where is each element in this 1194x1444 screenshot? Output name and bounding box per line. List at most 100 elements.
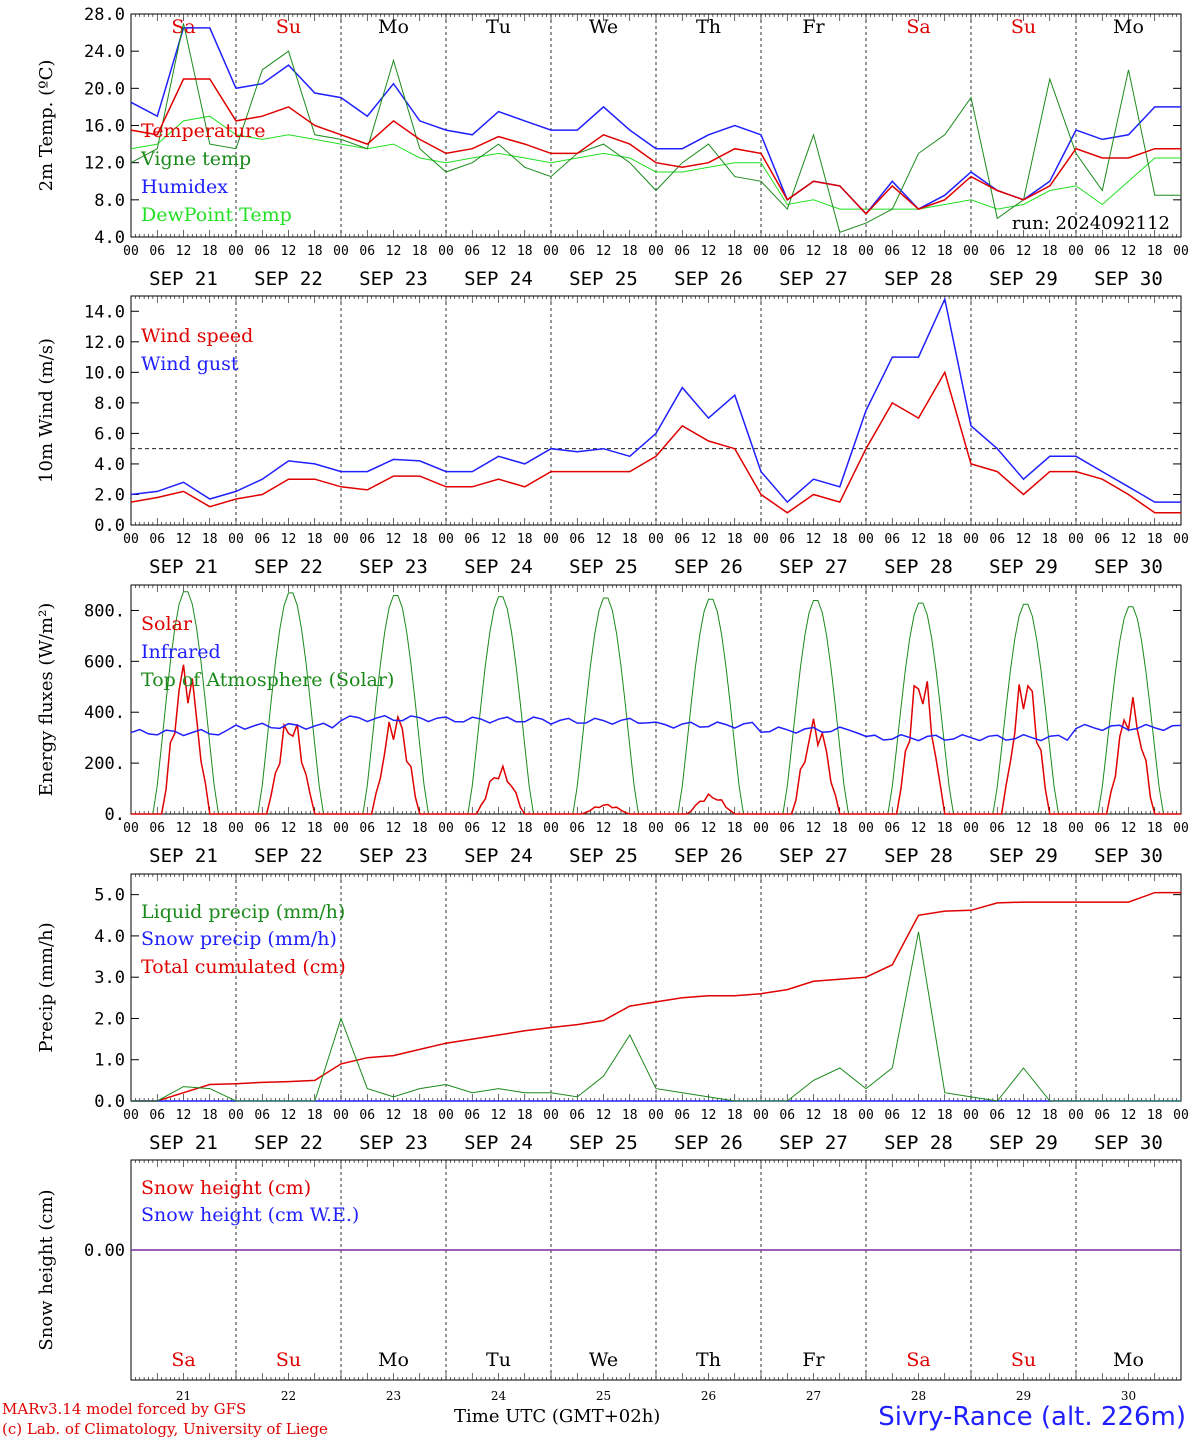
day-number-label: 25 bbox=[596, 1389, 611, 1403]
weekday-label: We bbox=[589, 1349, 618, 1371]
hour-tick-label: 00 bbox=[648, 821, 664, 836]
y-tick-label: 4.0 bbox=[94, 927, 125, 947]
hour-tick-label: 12 bbox=[491, 244, 507, 259]
legend-label: Liquid precip (mm/h) bbox=[141, 901, 345, 923]
hour-tick-label: 12 bbox=[1016, 1108, 1032, 1123]
legend-label: Top of Atmosphere (Solar) bbox=[141, 669, 394, 691]
date-label: SEP 21 bbox=[149, 845, 218, 867]
hour-tick-label: 00 bbox=[1068, 532, 1084, 547]
hour-tick-label: 18 bbox=[832, 532, 848, 547]
hour-tick-label: 06 bbox=[1094, 821, 1110, 836]
weekday-label: Mo bbox=[378, 16, 409, 38]
hour-tick-label: 00 bbox=[333, 1108, 349, 1123]
hour-tick-label: 00 bbox=[438, 532, 454, 547]
hour-tick-label: 00 bbox=[1173, 244, 1189, 259]
hour-tick-label: 06 bbox=[674, 532, 690, 547]
hour-tick-label: 06 bbox=[884, 1108, 900, 1123]
hour-tick-label: 12 bbox=[281, 1108, 297, 1123]
y-tick-label: 6.0 bbox=[94, 424, 125, 444]
hour-tick-label: 06 bbox=[359, 821, 375, 836]
day-number-label: 29 bbox=[1016, 1389, 1031, 1403]
hour-tick-label: 18 bbox=[622, 1108, 638, 1123]
hour-tick-label: 12 bbox=[176, 821, 192, 836]
hour-tick-label: 18 bbox=[202, 821, 218, 836]
series-line bbox=[130, 115, 1181, 210]
date-label: SEP 29 bbox=[989, 1132, 1058, 1154]
hour-tick-label: 12 bbox=[806, 821, 822, 836]
hour-tick-label: 06 bbox=[149, 244, 165, 259]
y-tick-label: 1.0 bbox=[94, 1051, 125, 1071]
date-label: SEP 23 bbox=[359, 268, 428, 290]
y-axis-label: Precip (mm/h) bbox=[36, 922, 57, 1052]
hour-tick-label: 12 bbox=[1016, 244, 1032, 259]
date-label: SEP 29 bbox=[989, 556, 1058, 578]
hour-tick-label: 12 bbox=[386, 1108, 402, 1123]
hour-tick-label: 00 bbox=[228, 532, 244, 547]
date-label: SEP 24 bbox=[464, 1132, 533, 1154]
hour-tick-label: 00 bbox=[123, 244, 139, 259]
hour-tick-label: 18 bbox=[412, 244, 428, 259]
date-label: SEP 24 bbox=[464, 556, 533, 578]
weekday-label: Su bbox=[276, 16, 301, 38]
hour-tick-label: 12 bbox=[1121, 532, 1137, 547]
weekday-label: Sa bbox=[906, 1349, 930, 1371]
y-axis-label: Snow height (cm) bbox=[36, 1189, 57, 1350]
hour-tick-label: 00 bbox=[1068, 244, 1084, 259]
hour-tick-label: 06 bbox=[569, 821, 585, 836]
hour-tick-label: 18 bbox=[517, 532, 533, 547]
hour-tick-label: 18 bbox=[937, 244, 953, 259]
hour-tick-label: 00 bbox=[123, 821, 139, 836]
date-label: SEP 30 bbox=[1094, 1132, 1163, 1154]
hour-tick-label: 12 bbox=[386, 244, 402, 259]
y-tick-label: 16.0 bbox=[84, 117, 125, 137]
hour-tick-label: 12 bbox=[386, 532, 402, 547]
y-tick-label: 28.0 bbox=[84, 5, 125, 25]
hour-tick-label: 18 bbox=[832, 821, 848, 836]
day-number-label: 26 bbox=[701, 1389, 716, 1403]
hour-tick-label: 18 bbox=[622, 244, 638, 259]
y-tick-label: 4.0 bbox=[94, 228, 125, 248]
y-tick-label: 0. bbox=[105, 805, 125, 825]
hour-tick-label: 12 bbox=[596, 244, 612, 259]
y-tick-label: 2.0 bbox=[94, 485, 125, 505]
hour-tick-label: 12 bbox=[1121, 1108, 1137, 1123]
hour-tick-label: 06 bbox=[464, 244, 480, 259]
hour-tick-label: 00 bbox=[753, 244, 769, 259]
hour-tick-label: 12 bbox=[806, 1108, 822, 1123]
hour-tick-label: 12 bbox=[596, 821, 612, 836]
weekday-label: Mo bbox=[1113, 16, 1144, 38]
hour-tick-label: 12 bbox=[281, 244, 297, 259]
hour-tick-label: 12 bbox=[491, 821, 507, 836]
weekday-label: Fr bbox=[802, 1349, 825, 1371]
date-label: SEP 26 bbox=[674, 556, 743, 578]
series-line bbox=[130, 27, 1181, 215]
hour-tick-label: 18 bbox=[937, 821, 953, 836]
hour-tick-label: 12 bbox=[911, 532, 927, 547]
date-label: SEP 22 bbox=[254, 845, 323, 867]
date-label: SEP 22 bbox=[254, 1132, 323, 1154]
legend-label: DewPoint Temp bbox=[141, 204, 292, 226]
date-label: SEP 22 bbox=[254, 556, 323, 578]
hour-tick-label: 18 bbox=[1147, 821, 1163, 836]
hour-tick-label: 18 bbox=[1042, 532, 1058, 547]
hour-tick-label: 00 bbox=[858, 1108, 874, 1123]
y-tick-label: 200. bbox=[84, 754, 125, 774]
hour-tick-label: 12 bbox=[176, 1108, 192, 1123]
hour-tick-label: 18 bbox=[727, 532, 743, 547]
hour-tick-label: 06 bbox=[569, 244, 585, 259]
hour-tick-label: 06 bbox=[464, 821, 480, 836]
y-tick-label: 24.0 bbox=[84, 42, 125, 62]
hour-tick-label: 00 bbox=[858, 532, 874, 547]
date-label: SEP 23 bbox=[359, 845, 428, 867]
hour-tick-label: 00 bbox=[543, 1108, 559, 1123]
series-line bbox=[130, 23, 1181, 234]
hour-tick-label: 06 bbox=[1094, 244, 1110, 259]
hour-tick-label: 18 bbox=[727, 244, 743, 259]
hour-tick-label: 06 bbox=[464, 532, 480, 547]
hour-tick-label: 12 bbox=[911, 1108, 927, 1123]
hour-tick-label: 00 bbox=[438, 1108, 454, 1123]
weekday-label: Th bbox=[696, 1349, 721, 1371]
date-label: SEP 21 bbox=[149, 1132, 218, 1154]
hour-tick-label: 18 bbox=[937, 532, 953, 547]
hour-tick-label: 00 bbox=[963, 532, 979, 547]
